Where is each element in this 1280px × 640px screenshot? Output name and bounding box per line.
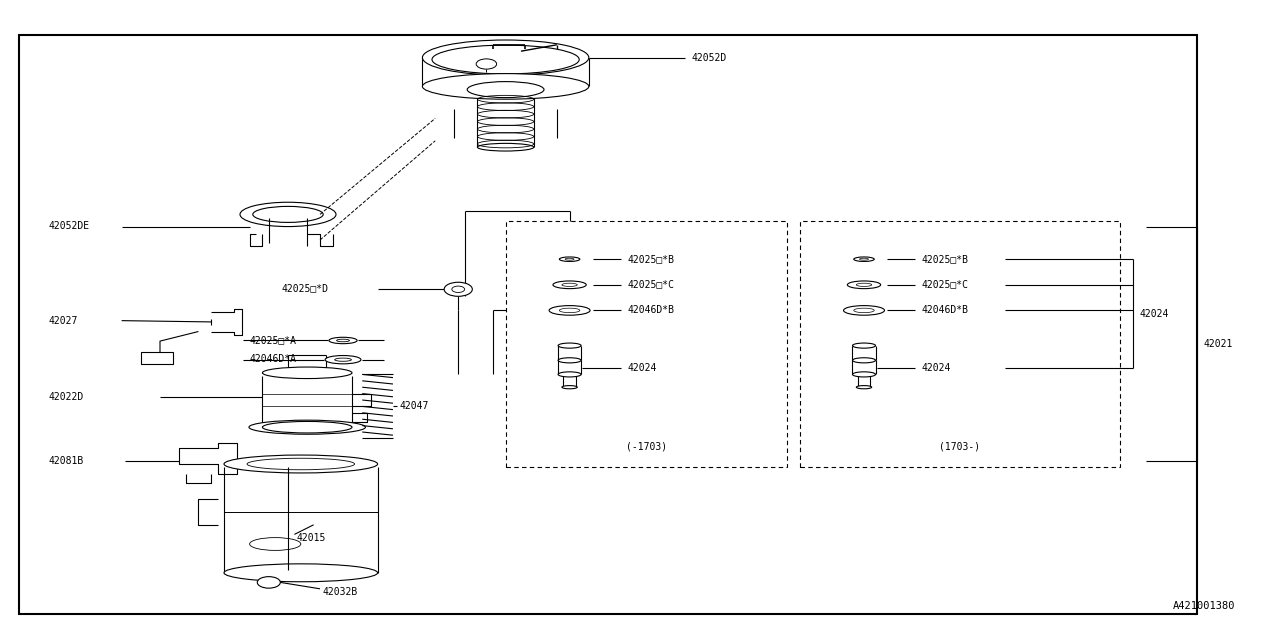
Ellipse shape — [559, 308, 580, 313]
Text: 42021: 42021 — [1203, 339, 1233, 349]
Text: 42025□*A: 42025□*A — [250, 335, 297, 345]
Ellipse shape — [422, 74, 589, 99]
Text: 42027: 42027 — [49, 316, 78, 326]
Bar — [141, 352, 173, 364]
Ellipse shape — [329, 337, 357, 344]
Text: 42024: 42024 — [922, 363, 951, 373]
Ellipse shape — [559, 257, 580, 262]
Ellipse shape — [854, 257, 874, 262]
Ellipse shape — [248, 420, 366, 434]
Ellipse shape — [562, 283, 577, 287]
Bar — [800, 221, 1120, 467]
Text: A421001380: A421001380 — [1172, 601, 1235, 611]
Bar — [506, 221, 787, 467]
Text: 42032B: 42032B — [323, 587, 358, 597]
Ellipse shape — [856, 385, 872, 389]
Ellipse shape — [860, 259, 869, 260]
Ellipse shape — [844, 306, 884, 316]
Text: 42052DE: 42052DE — [49, 221, 90, 231]
Text: (1703-): (1703-) — [940, 442, 980, 452]
Ellipse shape — [337, 339, 349, 342]
Text: 42025□*B: 42025□*B — [627, 254, 675, 264]
Text: 42015: 42015 — [297, 532, 326, 543]
Ellipse shape — [558, 343, 581, 348]
Ellipse shape — [558, 358, 581, 363]
Text: 42046D*B: 42046D*B — [922, 305, 969, 316]
Ellipse shape — [224, 455, 378, 473]
Text: 42025□*C: 42025□*C — [922, 280, 969, 290]
Ellipse shape — [854, 308, 874, 313]
Ellipse shape — [262, 422, 352, 433]
Circle shape — [452, 286, 465, 292]
Circle shape — [257, 577, 280, 588]
Text: 42081B: 42081B — [49, 456, 84, 466]
Text: 42025□*C: 42025□*C — [627, 280, 675, 290]
Text: 42046D*B: 42046D*B — [627, 305, 675, 316]
Text: 42025□*D: 42025□*D — [282, 283, 329, 293]
Ellipse shape — [553, 281, 586, 289]
Text: 42046D*A: 42046D*A — [250, 354, 297, 364]
Text: (-1703): (-1703) — [626, 442, 667, 452]
Ellipse shape — [549, 306, 590, 316]
Ellipse shape — [566, 259, 575, 260]
Text: 42025□*B: 42025□*B — [922, 254, 969, 264]
Ellipse shape — [262, 367, 352, 379]
Text: 42047: 42047 — [399, 401, 429, 412]
Text: 42052D: 42052D — [691, 52, 727, 63]
Ellipse shape — [562, 385, 577, 389]
Ellipse shape — [856, 283, 872, 287]
Ellipse shape — [847, 281, 881, 289]
Ellipse shape — [852, 358, 876, 363]
Circle shape — [444, 282, 472, 296]
Ellipse shape — [224, 564, 378, 582]
Ellipse shape — [852, 343, 876, 348]
Text: 42024: 42024 — [1139, 308, 1169, 319]
Ellipse shape — [335, 358, 351, 362]
Ellipse shape — [852, 372, 876, 377]
Ellipse shape — [325, 356, 361, 364]
Text: 42024: 42024 — [627, 363, 657, 373]
Text: 42022D: 42022D — [49, 392, 84, 402]
Ellipse shape — [558, 372, 581, 377]
